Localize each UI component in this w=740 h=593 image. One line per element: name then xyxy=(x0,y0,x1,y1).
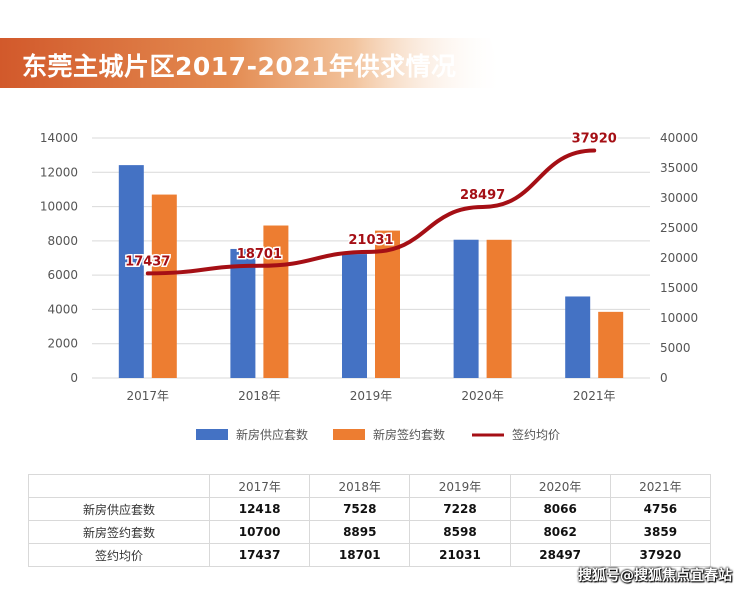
bar xyxy=(453,239,479,378)
table-header-cell: 2018年 xyxy=(309,474,411,498)
supply-demand-chart: 0 2000 4000 6000 8000 10000 12000 14000 0 5000 10… xyxy=(40,130,698,442)
price-line: 17437 18701 21031 28497 37920 xyxy=(124,130,618,276)
bar xyxy=(565,296,591,378)
table-cell: 7528 xyxy=(309,497,411,521)
right-axis-tick-label: 25000 xyxy=(660,221,698,235)
right-axis-ticks: 0 5000 10000 15000 20000 25000 30000 35000 40000 xyxy=(660,131,698,385)
table-row-label: 签约均价 xyxy=(28,543,210,567)
table-row-label: 新房供应套数 xyxy=(28,497,210,521)
x-axis-labels: 2017年 2018年 2019年 2020年 2021年 xyxy=(127,389,616,403)
left-axis-tick-label: 0 xyxy=(70,371,78,385)
table-header-cell: 2017年 xyxy=(208,474,311,498)
bar xyxy=(118,165,144,378)
left-axis-tick-label: 2000 xyxy=(47,337,78,351)
table-row-label: 新房签约套数 xyxy=(28,520,210,544)
right-axis-tick-label: 30000 xyxy=(660,191,698,205)
bar xyxy=(342,254,367,378)
right-axis-tick-label: 5000 xyxy=(660,341,691,355)
left-axis-tick-label: 14000 xyxy=(40,131,78,145)
table-header-cell: 2020年 xyxy=(509,474,611,498)
price-data-label: 21031 xyxy=(348,233,393,248)
price-line-path xyxy=(145,148,597,276)
table-cell: 17437 xyxy=(208,543,311,567)
right-axis-tick-label: 40000 xyxy=(660,131,698,145)
bar xyxy=(151,194,177,378)
table-cell: 8598 xyxy=(409,520,511,544)
table-cell: 7228 xyxy=(409,497,511,521)
table-cell: 12418 xyxy=(208,497,311,521)
x-axis-tick-label: 2021年 xyxy=(573,389,616,403)
right-axis-tick-label: 20000 xyxy=(660,251,698,265)
price-data-label: 18701 xyxy=(237,247,282,262)
x-axis-tick-label: 2017年 xyxy=(127,389,170,403)
legend-swatch xyxy=(196,429,228,440)
title-banner: 东莞主城片区2017-2021年供求情况 xyxy=(0,38,740,88)
banner-background xyxy=(0,38,505,88)
table-cell: 10700 xyxy=(208,520,311,544)
table-cell: 28497 xyxy=(509,543,611,567)
bar xyxy=(486,239,512,378)
watermark: 搜狐号@搜狐焦点宜春站 xyxy=(578,568,732,584)
legend: 新房供应套数 新房签约套数 签约均价 xyxy=(196,427,560,442)
right-axis-tick-label: 10000 xyxy=(660,311,698,325)
legend-label: 新房供应套数 xyxy=(236,427,308,442)
x-axis-tick-label: 2019年 xyxy=(350,389,393,403)
left-axis-tick-label: 4000 xyxy=(47,302,78,316)
bar xyxy=(230,248,256,378)
bar xyxy=(375,230,400,378)
table-cell: 4756 xyxy=(609,497,712,521)
price-data-label: 17437 xyxy=(125,254,170,269)
left-axis-tick-label: 8000 xyxy=(47,234,78,248)
table-cell: 21031 xyxy=(409,543,511,567)
left-axis-tick-label: 12000 xyxy=(40,165,78,179)
table-row: 新房供应套数 12418 7528 7228 8066 4756 xyxy=(28,497,712,521)
left-axis-ticks: 0 2000 4000 6000 8000 10000 12000 14000 xyxy=(40,131,78,385)
legend-label: 新房签约套数 xyxy=(373,427,445,442)
bars xyxy=(118,165,624,378)
x-axis-tick-label: 2020年 xyxy=(461,389,504,403)
price-data-label: 37920 xyxy=(572,131,617,146)
right-axis-tick-label: 15000 xyxy=(660,281,698,295)
grid-lines xyxy=(92,137,650,379)
table-cell: 3859 xyxy=(609,520,712,544)
table-cell: 37920 xyxy=(609,543,712,567)
table-header-cell: 2021年 xyxy=(609,474,712,498)
table-cell: 8895 xyxy=(309,520,411,544)
page-title: 东莞主城片区2017-2021年供求情况 xyxy=(22,52,457,81)
right-axis-tick-label: 0 xyxy=(660,371,668,385)
data-table: 2017年 2018年 2019年 2020年 2021年 新房供应套数 124… xyxy=(28,474,712,567)
table-header-row: 2017年 2018年 2019年 2020年 2021年 xyxy=(28,474,712,498)
table-row: 新房签约套数 10700 8895 8598 8062 3859 xyxy=(28,520,712,544)
left-axis-tick-label: 6000 xyxy=(47,268,78,282)
table-cell: 18701 xyxy=(309,543,411,567)
legend-swatch xyxy=(333,429,365,440)
table-cell: 8066 xyxy=(509,497,611,521)
table-cell: 8062 xyxy=(509,520,611,544)
table-header-cell: 2019年 xyxy=(409,474,511,498)
bar xyxy=(598,311,624,378)
bar xyxy=(263,225,289,378)
price-data-label: 28497 xyxy=(460,188,505,203)
legend-label: 签约均价 xyxy=(512,427,560,442)
x-axis-tick-label: 2018年 xyxy=(238,389,281,403)
table-row: 签约均价 17437 18701 21031 28497 37920 xyxy=(28,543,712,567)
right-axis-tick-label: 35000 xyxy=(660,161,698,175)
table-header-cell xyxy=(28,474,210,498)
left-axis-tick-label: 10000 xyxy=(40,200,78,214)
